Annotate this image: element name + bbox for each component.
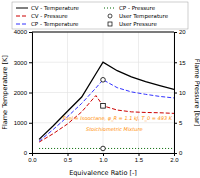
- tick-label: 1.5: [135, 157, 144, 163]
- tick: 1.5: [135, 153, 144, 163]
- series-point: [101, 104, 106, 109]
- tick-mark: [139, 153, 140, 156]
- tick-label: 0.5: [64, 157, 73, 163]
- tick-mark: [174, 62, 177, 63]
- tick-label: 3000: [14, 60, 28, 66]
- tick-mark: [29, 62, 32, 63]
- tick: 2000: [14, 90, 32, 96]
- tick-label: 4000: [14, 29, 28, 35]
- tick: 2.0: [170, 153, 179, 163]
- legend-swatch: [104, 8, 116, 9]
- legend-swatch: [16, 24, 28, 25]
- tick-label: 2000: [14, 90, 28, 96]
- grid-line-y: [32, 122, 174, 123]
- tick-label: 0.0: [28, 157, 37, 163]
- annotation: Fuel = Isooctane, φ_R = 1.1 kJ, T_0 = 49…: [63, 115, 173, 122]
- legend-swatch: [108, 14, 112, 18]
- legend-swatch: [16, 8, 28, 9]
- legend-label: CV - Pressure: [31, 13, 68, 19]
- legend-item: CV - Pressure: [16, 13, 68, 19]
- x-axis: 0.0 0.5 1.0 1.5 2.0: [28, 153, 179, 163]
- tick-mark: [174, 93, 177, 94]
- tick-mark: [174, 153, 177, 154]
- legend-item: CP - Pressure: [104, 5, 156, 11]
- y2-axis: 0 5 10 15 20: [174, 29, 186, 156]
- tick-mark: [68, 153, 69, 156]
- legend-frame: [12, 2, 188, 29]
- tick: 10: [174, 90, 186, 96]
- tick-mark: [103, 153, 104, 156]
- series-line: [39, 62, 174, 139]
- series-line: [39, 96, 174, 143]
- legend-item: User Temperature: [108, 13, 169, 20]
- series-point: [101, 77, 106, 82]
- tick-label: 0: [24, 150, 28, 156]
- grid-line-y: [32, 32, 174, 33]
- tick: 15: [174, 60, 186, 66]
- tick-mark: [29, 153, 32, 154]
- plot: 0.00.51.01.52.00100020003000400005101520…: [14, 29, 187, 163]
- legend-label: User Pressure: [119, 21, 157, 27]
- chart-svg: 0.00.51.01.52.00100020003000400005101520…: [0, 0, 200, 178]
- series-point: [101, 146, 106, 151]
- tick-label: 10: [179, 90, 186, 96]
- chart-container: 0.00.51.01.52.00100020003000400005101520…: [0, 0, 200, 178]
- tick: 0.5: [64, 153, 73, 163]
- legend-item: User Pressure: [108, 21, 157, 27]
- series-line: [39, 80, 174, 141]
- tick: 4000: [14, 29, 32, 35]
- y-axis: 0 1000 2000 3000 4000: [14, 29, 33, 156]
- tick-label: 15: [179, 60, 186, 66]
- axis-line: [33, 154, 175, 157]
- legend-label: CP - Pressure: [119, 5, 156, 11]
- legend-label: CV - Temperature: [31, 5, 80, 12]
- axis-line: [29, 33, 33, 154]
- tick: 3000: [14, 60, 32, 66]
- annotation: Stoichiometric Mixture: [86, 126, 143, 132]
- y-axis-title: Flame Temperature [K]: [1, 55, 9, 130]
- grid-line-y: [32, 92, 174, 93]
- tick-label: 20: [179, 29, 186, 35]
- y2-axis-title: Flame Pressure [bar]: [193, 59, 200, 127]
- tick-mark: [174, 123, 177, 124]
- series-line: [39, 148, 174, 149]
- grid: [32, 32, 174, 153]
- tick: 5: [174, 120, 183, 126]
- frame-top: [32, 32, 174, 33]
- legend: CV - TemperatureCV - Pressure CP - Temper…: [12, 2, 188, 29]
- tick: 0: [174, 150, 183, 156]
- tick-label: 5: [179, 120, 183, 126]
- tick-mark: [29, 32, 32, 33]
- axis-line: [175, 33, 178, 154]
- tick-label: 2.0: [170, 157, 179, 163]
- tick: 0: [24, 150, 32, 156]
- legend-swatch: [16, 16, 28, 17]
- marks: [39, 62, 174, 151]
- tick-label: 0: [179, 150, 183, 156]
- tick-mark: [29, 123, 32, 124]
- tick-label: 1.0: [99, 157, 108, 163]
- tick: 1.0: [99, 153, 108, 163]
- legend-item: CP - Temperature: [16, 21, 79, 28]
- legend-item: CV - Temperature: [16, 5, 80, 12]
- legend-swatch: [108, 22, 112, 26]
- tick: 0.0: [28, 153, 37, 163]
- tick: 20: [174, 29, 186, 35]
- legend-label: CP - Temperature: [31, 21, 79, 28]
- tick-label: 1000: [14, 120, 28, 126]
- tick: 1000: [14, 120, 32, 126]
- tick-mark: [29, 93, 32, 94]
- legend-label: User Temperature: [119, 13, 169, 20]
- x-axis-title: Equivalence Ratio [-]: [69, 169, 137, 177]
- tick-mark: [174, 32, 177, 33]
